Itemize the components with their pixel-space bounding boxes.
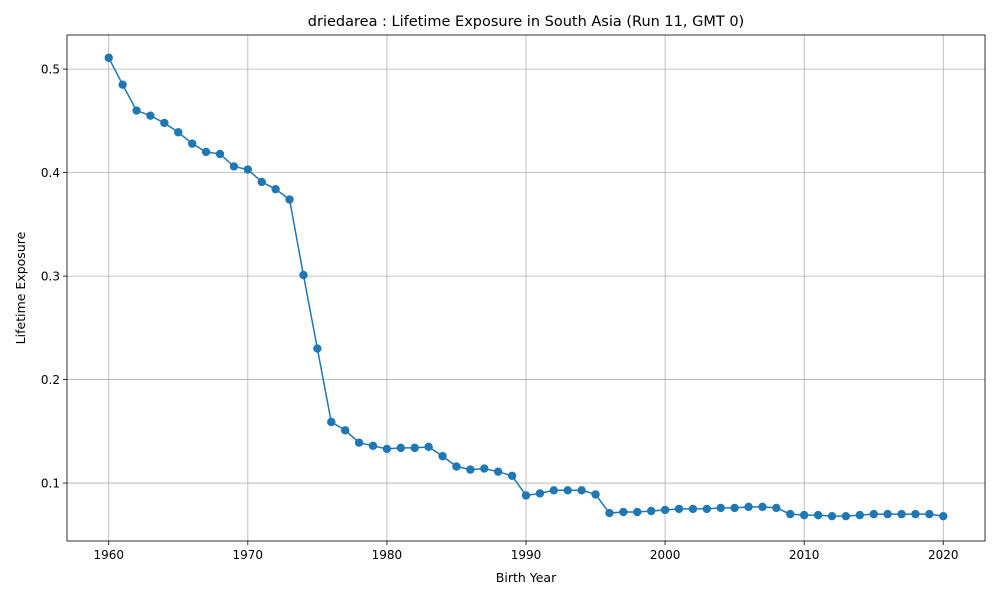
data-point <box>313 344 322 353</box>
data-point <box>118 80 127 89</box>
series <box>104 53 948 521</box>
data-point <box>619 507 628 517</box>
chart-title: driedarea : Lifetime Exposure in South A… <box>308 14 744 30</box>
data-point <box>563 486 572 495</box>
data-point <box>744 502 753 512</box>
y-tick-label: 0.4 <box>41 166 60 180</box>
data-point <box>786 509 795 519</box>
data-point <box>813 510 823 520</box>
data-point <box>633 507 642 517</box>
data-point <box>493 467 503 476</box>
axis-ticks: 1960 1970 1980 1990 2000 2010 2020 0.1 0.2 0.3 0.4… <box>41 63 959 562</box>
data-point <box>688 504 698 514</box>
data-point <box>382 444 392 454</box>
data-point <box>480 464 489 473</box>
data-point <box>855 510 865 520</box>
data-point <box>535 489 545 498</box>
data-point <box>368 441 378 451</box>
data-point <box>716 503 725 513</box>
data-point <box>911 509 920 519</box>
y-tick-label: 0.5 <box>41 63 60 77</box>
data-point <box>132 106 141 115</box>
x-tick-label: 1960 <box>93 548 124 562</box>
data-point <box>285 195 294 204</box>
data-point <box>327 417 336 427</box>
grid <box>67 35 985 541</box>
data-point <box>799 510 809 520</box>
data-point <box>939 511 948 521</box>
data-point <box>841 511 851 521</box>
data-point <box>549 486 559 495</box>
data-point <box>521 491 531 500</box>
x-tick-label: 2010 <box>789 548 820 562</box>
data-point <box>354 438 364 447</box>
data-point <box>925 509 934 519</box>
x-tick-label: 1980 <box>372 548 403 562</box>
data-point <box>271 184 280 194</box>
y-tick-label: 0.2 <box>41 373 60 387</box>
data-point <box>577 486 586 495</box>
x-axis-label: Birth Year <box>496 570 557 585</box>
data-point <box>257 177 266 187</box>
data-point <box>146 111 155 120</box>
y-axis-label: Lifetime Exposure <box>13 231 28 344</box>
data-point <box>466 465 475 474</box>
data-point <box>104 53 113 62</box>
data-point <box>396 443 406 453</box>
data-point <box>758 502 767 512</box>
y-tick-label: 0.1 <box>41 477 60 491</box>
data-point <box>340 426 350 435</box>
data-point <box>660 505 670 515</box>
data-point <box>229 162 239 171</box>
x-tick-label: 1970 <box>233 548 264 562</box>
data-point <box>883 509 892 519</box>
data-point <box>299 270 308 280</box>
data-point <box>827 511 837 521</box>
data-point <box>674 504 684 514</box>
y-tick-label: 0.3 <box>41 270 60 284</box>
data-point <box>730 503 739 513</box>
data-point <box>507 471 517 481</box>
data-point <box>452 462 461 471</box>
data-point <box>702 504 712 514</box>
data-point <box>174 128 183 137</box>
data-point <box>646 506 656 516</box>
x-tick-label: 1990 <box>511 548 542 562</box>
data-point <box>869 509 878 519</box>
data-point <box>215 149 225 159</box>
data-point <box>591 490 600 499</box>
data-point <box>605 508 614 518</box>
data-point <box>897 509 906 519</box>
x-tick-label: 2020 <box>928 548 959 562</box>
x-tick-label: 2000 <box>650 548 681 562</box>
data-point <box>424 442 433 452</box>
data-point <box>201 147 211 157</box>
data-point <box>187 139 197 148</box>
data-point <box>438 451 447 461</box>
data-point <box>410 443 419 453</box>
data-point <box>160 118 169 128</box>
data-point <box>243 165 253 174</box>
data-point <box>772 503 781 513</box>
